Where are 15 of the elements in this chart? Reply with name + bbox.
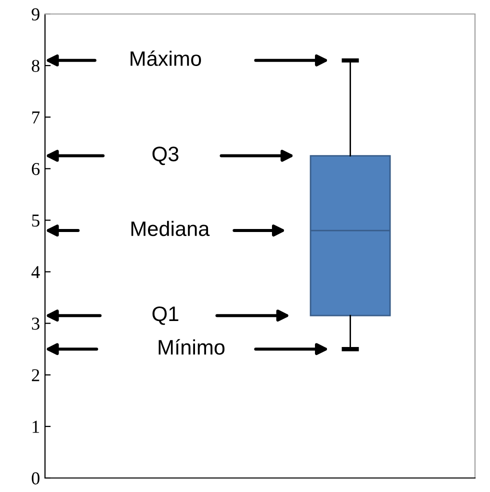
y-tick-label: 8	[32, 60, 40, 72]
annotation: Mediana	[131, 220, 210, 236]
y-tick-label: 7	[32, 112, 40, 124]
y-tick-label: 2	[32, 369, 40, 382]
y-tick-label: 5	[32, 214, 40, 227]
annotation: Q1	[152, 306, 178, 325]
annotation: Q3	[152, 146, 178, 166]
y-tick-label: 6	[32, 162, 40, 176]
y-tick-label: 0	[32, 472, 40, 484]
annotation: Mínimo	[158, 339, 224, 355]
y-tick-label: 3	[32, 318, 40, 330]
y-tick-label: 9	[32, 8, 40, 20]
y-tick-label: 4	[31, 266, 40, 278]
annotation: Máximo	[130, 50, 201, 66]
y-tick-label: 1	[32, 420, 40, 433]
